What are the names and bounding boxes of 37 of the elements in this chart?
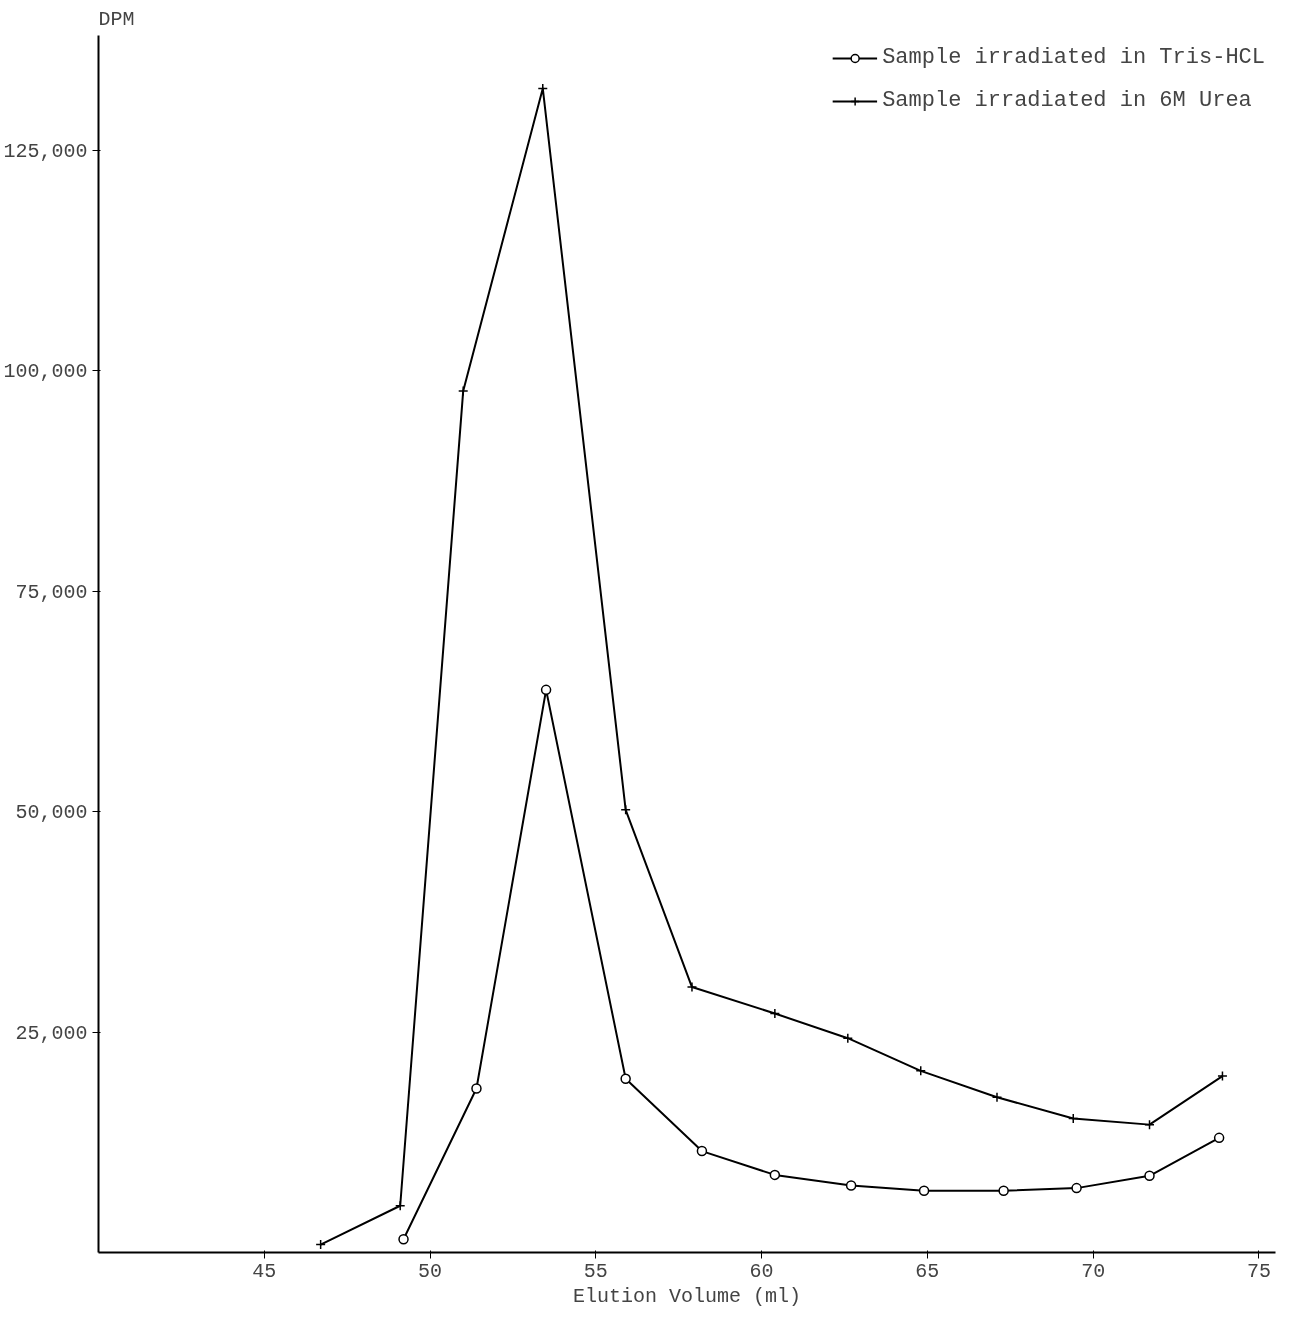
point [620, 1073, 631, 1085]
point [998, 1185, 1009, 1197]
x-tick-label: 70 [1081, 1259, 1106, 1283]
point [845, 1180, 857, 1191]
y-axis-title: DPM [98, 7, 135, 31]
point [696, 1145, 708, 1157]
point [398, 1234, 409, 1245]
x-tick-label: 50 [418, 1259, 443, 1283]
y-tick-label: 50,000 [15, 801, 88, 825]
x-axis-title: Elution Volume (ml) [572, 1284, 802, 1308]
x-tick-label: 65 [915, 1259, 940, 1283]
point [1217, 1070, 1228, 1082]
point [1144, 1170, 1155, 1182]
y-tick-label: 125,000 [3, 139, 88, 163]
point [769, 1008, 781, 1019]
point [686, 981, 698, 993]
point [471, 1083, 482, 1094]
y-tick-label: 75,000 [15, 580, 88, 604]
point [1213, 1132, 1225, 1144]
point [394, 1200, 406, 1212]
x-tick-label: 75 [1246, 1259, 1271, 1283]
point [1071, 1182, 1082, 1194]
y-tick-label: 100,000 [3, 360, 88, 384]
x-tick-label: 55 [583, 1259, 608, 1283]
point [769, 1169, 781, 1181]
y-tick-label: 25,000 [15, 1021, 88, 1045]
legend-label: Sample irradiated in Tris-HCL [882, 45, 1265, 70]
x-tick-label: 60 [749, 1259, 774, 1283]
point [540, 684, 552, 696]
point [457, 385, 469, 397]
legend-label: Sample irradiated in 6M Urea [882, 88, 1252, 113]
x-tick-label: 45 [252, 1259, 277, 1283]
point [842, 1032, 854, 1044]
point [620, 804, 631, 816]
point [918, 1185, 930, 1197]
point [991, 1092, 1003, 1103]
point [915, 1065, 926, 1077]
